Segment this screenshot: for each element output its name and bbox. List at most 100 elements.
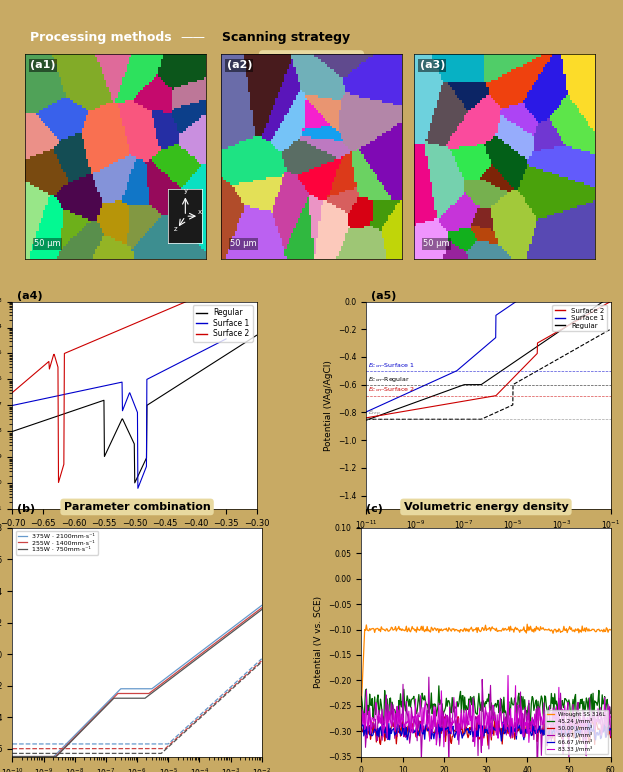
Surface 2 xyxy=(363,413,370,422)
Text: 50 μm: 50 μm xyxy=(424,239,450,249)
X-axis label: Potential (VAg/AgCl): Potential (VAg/AgCl) xyxy=(89,533,180,543)
Legend: 375W · 2100mm·s⁻¹, 255W · 1400mm·s⁻¹, 135W · 750mm·s⁻¹: 375W · 2100mm·s⁻¹, 255W · 1400mm·s⁻¹, 13… xyxy=(16,531,98,555)
Surface 2 xyxy=(558,325,565,334)
Text: x: x xyxy=(198,209,202,215)
50.00 J/mm³ xyxy=(566,707,573,716)
Text: (a2): (a2) xyxy=(227,60,252,70)
X-axis label: Current Density (A/cm²): Current Density (A/cm²) xyxy=(435,537,543,546)
50.00 J/mm³ xyxy=(569,733,577,742)
Text: ——: —— xyxy=(180,31,205,44)
135W · 750mm·s⁻¹ xyxy=(223,631,231,641)
66.67 J/mm³ xyxy=(585,725,592,734)
135W · 750mm·s⁻¹ xyxy=(9,752,16,761)
Wrought SS 316L xyxy=(505,622,513,631)
Surface 1 xyxy=(134,484,141,493)
Line: Surface 1: Surface 1 xyxy=(12,339,226,489)
Regular xyxy=(125,427,132,436)
Text: (a5): (a5) xyxy=(371,292,397,301)
83.33 J/mm³ xyxy=(583,751,590,760)
Text: Processing methods: Processing methods xyxy=(31,31,172,44)
Wrought SS 316L xyxy=(523,620,531,629)
375W · 2100mm·s⁻¹ xyxy=(168,669,175,679)
Text: 50 μm: 50 μm xyxy=(34,239,60,249)
Line: 56.67 J/mm³: 56.67 J/mm³ xyxy=(361,677,611,772)
45.24 J/mm³ xyxy=(358,692,365,701)
50.00 J/mm³ xyxy=(506,719,513,728)
Surface 1 xyxy=(125,392,132,401)
Legend: Surface 2, Surface 1, Regular: Surface 2, Surface 1, Regular xyxy=(552,305,607,331)
50.00 J/mm³ xyxy=(484,740,492,750)
255W · 1400mm·s⁻¹ xyxy=(153,682,161,692)
Regular xyxy=(247,334,255,344)
66.67 J/mm³ xyxy=(511,726,518,736)
Text: (a3): (a3) xyxy=(420,60,445,70)
56.67 J/mm³ xyxy=(607,731,614,740)
Text: Volumetric energy density: Volumetric energy density xyxy=(404,502,568,512)
255W · 1400mm·s⁻¹ xyxy=(223,629,231,638)
Regular xyxy=(530,344,538,354)
Line: Surface 2: Surface 2 xyxy=(12,285,226,482)
Surface 2 xyxy=(222,280,230,290)
Surface 1 xyxy=(184,354,192,363)
Line: Regular: Regular xyxy=(366,296,611,420)
Regular xyxy=(462,380,469,389)
Surface 2 xyxy=(34,366,42,375)
135W · 750mm·s⁻¹ xyxy=(197,651,205,660)
Text: (c): (c) xyxy=(366,504,383,514)
Text: (a4): (a4) xyxy=(17,292,43,301)
Text: y: y xyxy=(184,188,188,194)
135W · 750mm·s⁻¹ xyxy=(168,674,175,683)
83.33 J/mm³ xyxy=(506,704,514,713)
Line: 375W · 2100mm·s⁻¹: 375W · 2100mm·s⁻¹ xyxy=(12,605,262,757)
Surface 1 xyxy=(9,401,16,410)
Wrought SS 316L xyxy=(510,628,518,637)
56.67 J/mm³ xyxy=(585,726,592,735)
66.67 J/mm³ xyxy=(607,724,614,733)
83.33 J/mm³ xyxy=(568,713,576,723)
83.33 J/mm³ xyxy=(358,723,365,732)
255W · 1400mm·s⁻¹ xyxy=(197,649,205,659)
Surface 2 xyxy=(9,388,16,397)
50.00 J/mm³ xyxy=(511,735,518,744)
56.67 J/mm³ xyxy=(569,722,577,731)
135W · 750mm·s⁻¹ xyxy=(160,679,168,689)
45.24 J/mm³ xyxy=(585,693,592,703)
83.33 J/mm³ xyxy=(585,717,592,726)
Legend: Wrought SS 316L, 45.24 J/mm³, 50.00 J/mm³, 56.67 J/mm³, 66.67 J/mm³, 83.33 J/mm³: Wrought SS 316L, 45.24 J/mm³, 50.00 J/mm… xyxy=(545,710,608,753)
Line: 83.33 J/mm³: 83.33 J/mm³ xyxy=(361,676,611,756)
375W · 2100mm·s⁻¹ xyxy=(24,752,32,761)
Line: Regular: Regular xyxy=(12,335,257,482)
83.33 J/mm³ xyxy=(358,706,366,715)
Surface 1 xyxy=(553,269,561,279)
135W · 750mm·s⁻¹ xyxy=(24,752,32,761)
Wrought SS 316L xyxy=(506,627,513,636)
Wrought SS 316L xyxy=(584,627,592,636)
Text: Laser Power: Laser Power xyxy=(263,54,360,69)
56.67 J/mm³ xyxy=(358,703,365,712)
83.33 J/mm³ xyxy=(511,712,518,721)
Surface 2 xyxy=(94,335,102,344)
Line: Surface 2: Surface 2 xyxy=(366,302,611,418)
135W · 750mm·s⁻¹ xyxy=(153,684,161,693)
Regular xyxy=(470,380,478,389)
Regular xyxy=(9,427,16,436)
56.67 J/mm³ xyxy=(511,718,518,727)
66.67 J/mm³ xyxy=(358,721,366,730)
Surface 2 xyxy=(470,394,478,404)
Wrought SS 316L xyxy=(358,682,366,692)
255W · 1400mm·s⁻¹ xyxy=(168,672,175,681)
Surface 2 xyxy=(79,341,87,350)
45.24 J/mm³ xyxy=(435,681,442,690)
50.00 J/mm³ xyxy=(358,726,366,736)
255W · 1400mm·s⁻¹ xyxy=(160,678,168,687)
66.67 J/mm³ xyxy=(498,736,505,746)
Line: Surface 1: Surface 1 xyxy=(366,237,611,411)
Surface 1 xyxy=(110,379,118,388)
255W · 1400mm·s⁻¹ xyxy=(258,603,265,612)
66.67 J/mm³ xyxy=(358,716,365,726)
66.67 J/mm³ xyxy=(569,724,577,733)
Line: Wrought SS 316L: Wrought SS 316L xyxy=(361,625,611,706)
Wrought SS 316L xyxy=(358,701,365,710)
45.24 J/mm³ xyxy=(569,695,577,704)
66.67 J/mm³ xyxy=(506,731,514,740)
